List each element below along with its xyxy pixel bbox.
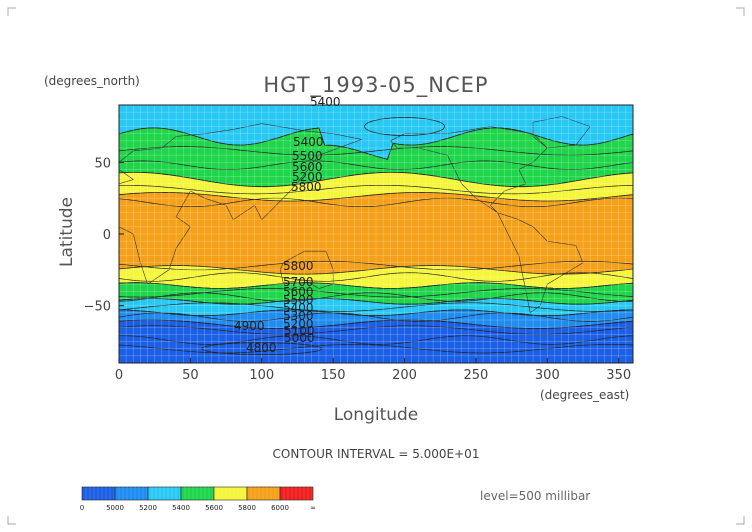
contour-label: 5400 <box>310 95 341 109</box>
contour-label: 5600 <box>283 285 314 299</box>
colorbar-label: 5000 <box>106 504 124 512</box>
contour-label: 5300 <box>283 309 314 323</box>
contour-label: 5500 <box>292 149 323 163</box>
colorbar-label: 5200 <box>139 504 157 512</box>
contour-label: 5400 <box>283 301 314 315</box>
plot-area <box>119 105 633 363</box>
corner-mark <box>736 7 745 16</box>
contour-label: 5200 <box>283 317 314 331</box>
chart-title: HGT_1993-05_NCEP <box>263 73 488 98</box>
x-units-label: (degrees_east) <box>540 388 629 402</box>
contour-label: 4800 <box>246 341 277 355</box>
x-tick-label: 200 <box>392 368 417 383</box>
contour-label: 5100 <box>284 324 315 338</box>
contour-label: 5700 <box>283 275 314 289</box>
x-tick-label: 150 <box>321 368 346 383</box>
contour-label: 5500 <box>283 293 314 307</box>
y-tick-label: 50 <box>94 156 111 171</box>
x-tick-label: 300 <box>535 368 560 383</box>
contour-label: 5400 <box>293 135 324 149</box>
contour-label: 5600 <box>292 160 323 174</box>
colorbar-label: ∞ <box>310 504 316 512</box>
colorbar-label: 0 <box>80 504 84 512</box>
contour-label: 5200 <box>292 170 323 184</box>
y-tick-label: −50 <box>84 300 111 315</box>
contour-interval-text: CONTOUR INTERVAL = 5.000E+01 <box>273 447 480 461</box>
contour-label: 5800 <box>291 180 322 194</box>
y-axis-label: Latitude <box>57 197 77 267</box>
contour-label: 4900 <box>234 319 265 333</box>
x-axis-label: Longitude <box>334 405 419 425</box>
x-tick-label: 250 <box>464 368 489 383</box>
x-tick-label: 0 <box>115 368 123 383</box>
corner-mark <box>736 516 745 525</box>
y-tick-label: 0 <box>103 228 111 243</box>
contour-label: 5000 <box>284 331 315 345</box>
corner-mark <box>7 7 16 16</box>
colorbar-label: 5400 <box>172 504 190 512</box>
corner-mark <box>7 516 16 525</box>
y-units-label: (degrees_north) <box>44 74 140 88</box>
contour-label: 5800 <box>283 259 314 273</box>
x-tick-label: 50 <box>182 368 199 383</box>
level-text: level=500 millibar <box>480 489 590 503</box>
colorbar-swatch <box>279 486 314 501</box>
colorbar-label: 5600 <box>205 504 223 512</box>
colorbar-label: 5800 <box>238 504 256 512</box>
x-tick-label: 350 <box>606 368 631 383</box>
colorbar-label: 6000 <box>271 504 289 512</box>
x-tick-label: 100 <box>249 368 274 383</box>
